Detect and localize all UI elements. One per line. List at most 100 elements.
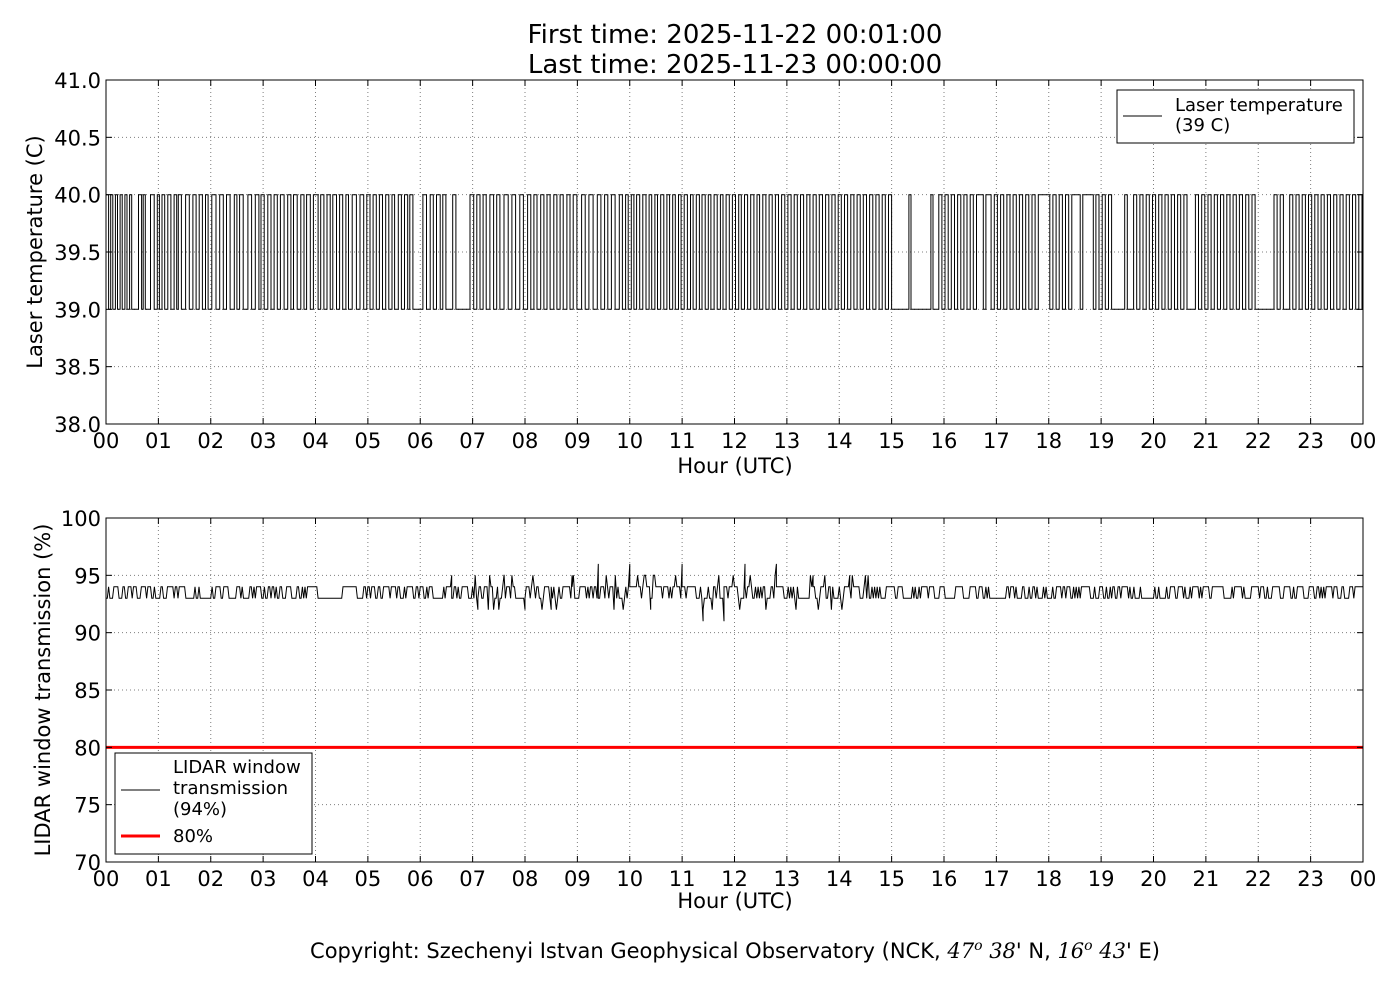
lidar-legend-label-threshold: 80%	[173, 826, 213, 847]
lidar-y-ticks: 70 75 80 85 90 95 100	[61, 507, 1363, 875]
laser-x-tick-label: 05	[355, 429, 382, 453]
laser-x-tick-label: 00	[93, 429, 120, 453]
copyright-lat-deg-mark: o	[974, 938, 982, 954]
lidar-legend-label-line2: transmission	[173, 778, 288, 799]
laser-x-tick-label: 10	[616, 429, 643, 453]
lidar-x-tick-label: 00	[93, 867, 120, 891]
laser-y-axis-label: Laser temperature (C)	[23, 135, 47, 368]
laser-y-tick-label: 38.0	[54, 413, 101, 437]
lidar-grid	[106, 518, 1363, 862]
copyright-lat-min: 38	[989, 939, 1016, 963]
lidar-x-tick-label: 16	[931, 867, 958, 891]
laser-x-tick-label: 06	[407, 429, 434, 453]
figure-title-line1: First time: 2025-11-22 00:01:00	[528, 20, 943, 50]
laser-x-tick-label: 07	[459, 429, 486, 453]
lidar-x-tick-label: 18	[1035, 867, 1062, 891]
lidar-y-tick-label: 70	[74, 851, 101, 875]
lidar-x-tick-label: 03	[250, 867, 277, 891]
copyright-lon-suffix: ' E)	[1126, 939, 1160, 963]
laser-x-tick-label: 11	[669, 429, 696, 453]
laser-x-tick-label: 00	[1350, 429, 1377, 453]
lidar-x-tick-label: 13	[774, 867, 801, 891]
lidar-x-tick-label: 20	[1140, 867, 1167, 891]
lidar-x-tick-label: 06	[407, 867, 434, 891]
laser-x-tick-label: 15	[878, 429, 905, 453]
lidar-y-tick-label: 85	[74, 679, 101, 703]
lidar-x-tick-label: 12	[721, 867, 748, 891]
laser-y-tick-label: 40.0	[54, 184, 101, 208]
copyright-note: Copyright: Szechenyi Istvan Geophysical …	[310, 938, 1160, 963]
laser-y-tick-label: 38.5	[54, 356, 101, 380]
lidar-x-axis-label: Hour (UTC)	[677, 889, 792, 913]
copyright-lon-deg: 16	[1057, 939, 1084, 963]
lidar-series	[106, 563, 1363, 749]
lidar-x-tick-label: 23	[1297, 867, 1324, 891]
laser-x-tick-label: 04	[302, 429, 329, 453]
lidar-x-tick-label: 05	[355, 867, 382, 891]
lidar-legend-label-line1: LIDAR window	[173, 757, 301, 778]
laser-x-tick-label: 18	[1035, 429, 1062, 453]
copyright-lat-deg: 47	[946, 939, 974, 963]
laser-x-tick-label: 03	[250, 429, 277, 453]
lidar-x-tick-label: 02	[197, 867, 224, 891]
laser-x-tick-label: 09	[564, 429, 591, 453]
laser-x-tick-label: 12	[721, 429, 748, 453]
lidar-x-tick-label: 17	[983, 867, 1010, 891]
copyright-lon-deg-mark: o	[1084, 938, 1092, 954]
lidar-x-tick-label: 15	[878, 867, 905, 891]
lidar-x-tick-label: 14	[826, 867, 853, 891]
laser-y-ticks: 38.0 38.5 39.0 39.5 40.0 40.5 41.0	[54, 69, 1363, 437]
laser-series	[105, 194, 1363, 310]
lidar-x-tick-label: 22	[1245, 867, 1272, 891]
laser-legend: Laser temperature (39 C)	[1116, 89, 1355, 144]
lidar-x-tick-label: 09	[564, 867, 591, 891]
copyright-lat-suffix: ' N,	[1016, 939, 1058, 963]
laser-x-tick-label: 08	[512, 429, 539, 453]
lidar-x-tick-label: 04	[302, 867, 329, 891]
lidar-legend: LIDAR window transmission (94%) 80%	[114, 752, 313, 855]
lidar-x-tick-label: 07	[459, 867, 486, 891]
lidar-y-tick-label: 95	[74, 564, 101, 588]
laser-x-tick-label: 02	[197, 429, 224, 453]
laser-temperature-line	[105, 194, 1363, 310]
lidar-y-axis-label: LIDAR window transmission (%)	[31, 524, 55, 857]
laser-y-tick-label: 41.0	[54, 69, 101, 93]
lidar-x-tick-label: 19	[1088, 867, 1115, 891]
laser-x-tick-label: 14	[826, 429, 853, 453]
lidar-x-ticks: 00 01 02 03 04 05 06 07 08 09 10 11 12 13 14 15 16 17 18 19…	[93, 518, 1377, 891]
laser-x-tick-label: 13	[774, 429, 801, 453]
laser-x-axis-label: Hour (UTC)	[677, 454, 792, 478]
laser-y-tick-label: 39.0	[54, 298, 101, 322]
lidar-y-tick-label: 90	[74, 622, 101, 646]
lidar-y-tick-label: 80	[74, 736, 101, 760]
lidar-x-tick-label: 01	[145, 867, 172, 891]
copyright-lon-min: 43	[1098, 939, 1126, 963]
laser-temperature-panel: 00 01 02 03 04 05 06 07 08 09 10 11 12 13 14 15 16 17 18 19…	[23, 69, 1376, 478]
lidar-x-tick-label: 10	[616, 867, 643, 891]
laser-legend-label-line2: (39 C)	[1175, 115, 1230, 136]
laser-y-tick-label: 39.5	[54, 241, 101, 265]
laser-x-tick-label: 19	[1088, 429, 1115, 453]
laser-y-tick-label: 40.5	[54, 126, 101, 150]
lidar-y-tick-label: 100	[61, 507, 101, 531]
laser-x-tick-label: 22	[1245, 429, 1272, 453]
lidar-x-tick-label: 21	[1193, 867, 1220, 891]
laser-x-tick-label: 17	[983, 429, 1010, 453]
laser-legend-label-line1: Laser temperature	[1175, 95, 1343, 116]
laser-x-tick-label: 21	[1193, 429, 1220, 453]
lidar-x-tick-label: 08	[512, 867, 539, 891]
lidar-transmission-line	[106, 563, 1363, 622]
laser-x-tick-label: 20	[1140, 429, 1167, 453]
laser-x-tick-label: 01	[145, 429, 172, 453]
lidar-y-tick-label: 75	[74, 794, 101, 818]
lidar-legend-label-line3: (94%)	[173, 799, 227, 820]
laser-x-tick-label: 23	[1297, 429, 1324, 453]
figure-title-line2: Last time: 2025-11-23 00:00:00	[528, 50, 942, 80]
laser-x-tick-label: 16	[931, 429, 958, 453]
laser-x-ticks: 00 01 02 03 04 05 06 07 08 09 10 11 12 13 14 15 16 17 18 19…	[93, 80, 1377, 453]
copyright-prefix: Copyright: Szechenyi Istvan Geophysical …	[310, 939, 947, 963]
lidar-transmission-panel: 00 01 02 03 04 05 06 07 08 09 10 11 12 13 14 15 16 17 18 19…	[31, 507, 1376, 913]
lidar-x-tick-label: 11	[669, 867, 696, 891]
lidar-x-tick-label: 00	[1350, 867, 1377, 891]
